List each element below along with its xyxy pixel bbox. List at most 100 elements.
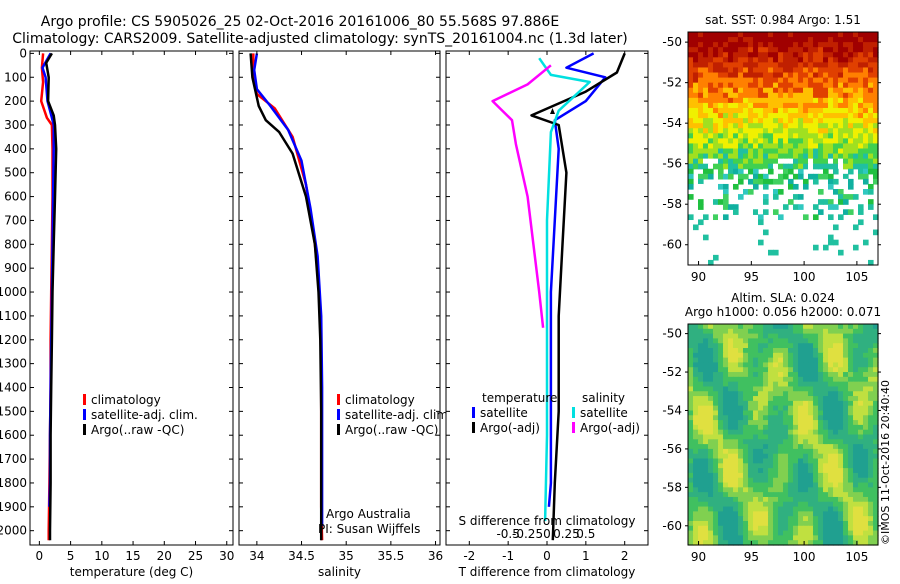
map-cell [783, 143, 789, 150]
map-cell [748, 511, 754, 517]
map-cell [803, 540, 809, 546]
map-cell [738, 463, 744, 469]
map-cell [823, 333, 829, 340]
map-cell [868, 496, 874, 503]
map-cell [858, 47, 864, 53]
map-cell [838, 338, 844, 344]
map-cell [723, 448, 729, 455]
map-cell [778, 77, 784, 84]
map-cell [723, 153, 729, 160]
y-tick-label: 0 [19, 46, 27, 60]
map-cell [708, 42, 714, 48]
map-cell [728, 42, 734, 48]
map-cell [818, 448, 824, 455]
map-cell [868, 501, 874, 508]
map-cell [758, 143, 764, 150]
map-cell [723, 148, 729, 155]
map-cell [858, 158, 864, 165]
map-cell [758, 178, 764, 185]
map-cell [768, 249, 774, 256]
map-cell [763, 367, 769, 373]
map-cell [858, 82, 864, 89]
map-cell [773, 102, 779, 109]
map-cell [783, 158, 789, 165]
map-cell [693, 52, 699, 58]
map-cell [873, 511, 879, 517]
map-cell [833, 123, 839, 129]
map-cell [758, 158, 764, 165]
map-cell [758, 102, 764, 109]
map-cell [813, 477, 819, 484]
map-cell [843, 400, 849, 407]
map-cell [813, 391, 819, 397]
map-cell [868, 92, 874, 99]
legend-label: Argo(-adj) [580, 421, 640, 435]
map-cell [708, 535, 714, 541]
map-cell [833, 52, 839, 58]
map-cell [758, 42, 764, 48]
map-cell [708, 32, 714, 38]
x-tick-label: 100 [793, 270, 816, 284]
map-cell [858, 525, 864, 532]
map-cell [698, 123, 704, 129]
map-cell [713, 343, 719, 349]
map-cell [838, 477, 844, 484]
map-cell [713, 113, 719, 119]
map-cell [818, 338, 824, 344]
map-cell [768, 400, 774, 407]
map-cell [703, 153, 709, 160]
map-cell [708, 381, 714, 388]
map-cell [763, 113, 769, 119]
map-cell [773, 62, 779, 69]
map-cell [688, 72, 694, 79]
map-cell [748, 448, 754, 455]
map-cell [748, 128, 754, 134]
map-cell [688, 540, 694, 546]
map-cell [788, 333, 794, 340]
map-cell [803, 434, 809, 440]
map-cell [738, 118, 744, 124]
map-cell [758, 362, 764, 368]
map-cell [833, 133, 839, 139]
map-cell [748, 525, 754, 532]
map-cell [793, 194, 799, 200]
map-cell [743, 448, 749, 455]
map-cell [803, 525, 809, 532]
map-cell [763, 396, 769, 402]
map-cell [803, 429, 809, 436]
map-cell [753, 463, 759, 469]
map-cell [778, 189, 784, 195]
map-cell [813, 520, 819, 527]
map-cell [703, 148, 709, 155]
map-cell [733, 138, 739, 145]
map-cell [823, 133, 829, 139]
map-cell [708, 82, 714, 89]
map-cell [818, 444, 824, 450]
map-cell [718, 434, 724, 440]
map-cell [828, 143, 834, 150]
map-cell [728, 434, 734, 440]
map-cell [863, 391, 869, 397]
map-cell [793, 540, 799, 546]
map-cell [843, 434, 849, 440]
map-cell [753, 453, 759, 460]
map-cell [728, 482, 734, 488]
map-cell [823, 520, 829, 527]
map-cell [753, 400, 759, 407]
map-cell [818, 72, 824, 79]
map-cell [803, 381, 809, 388]
map-cell [828, 87, 834, 94]
map-cell [708, 118, 714, 124]
map-cell [728, 535, 734, 541]
map-cell [813, 102, 819, 109]
map-cell [738, 158, 744, 165]
map-cell [713, 405, 719, 412]
map-cell [753, 107, 759, 114]
map-cell [703, 102, 709, 109]
map-cell [738, 102, 744, 109]
map-cell [688, 487, 694, 493]
map-cell [688, 439, 694, 445]
map-cell [713, 42, 719, 48]
map-cell [718, 530, 724, 536]
map-cell [868, 424, 874, 431]
